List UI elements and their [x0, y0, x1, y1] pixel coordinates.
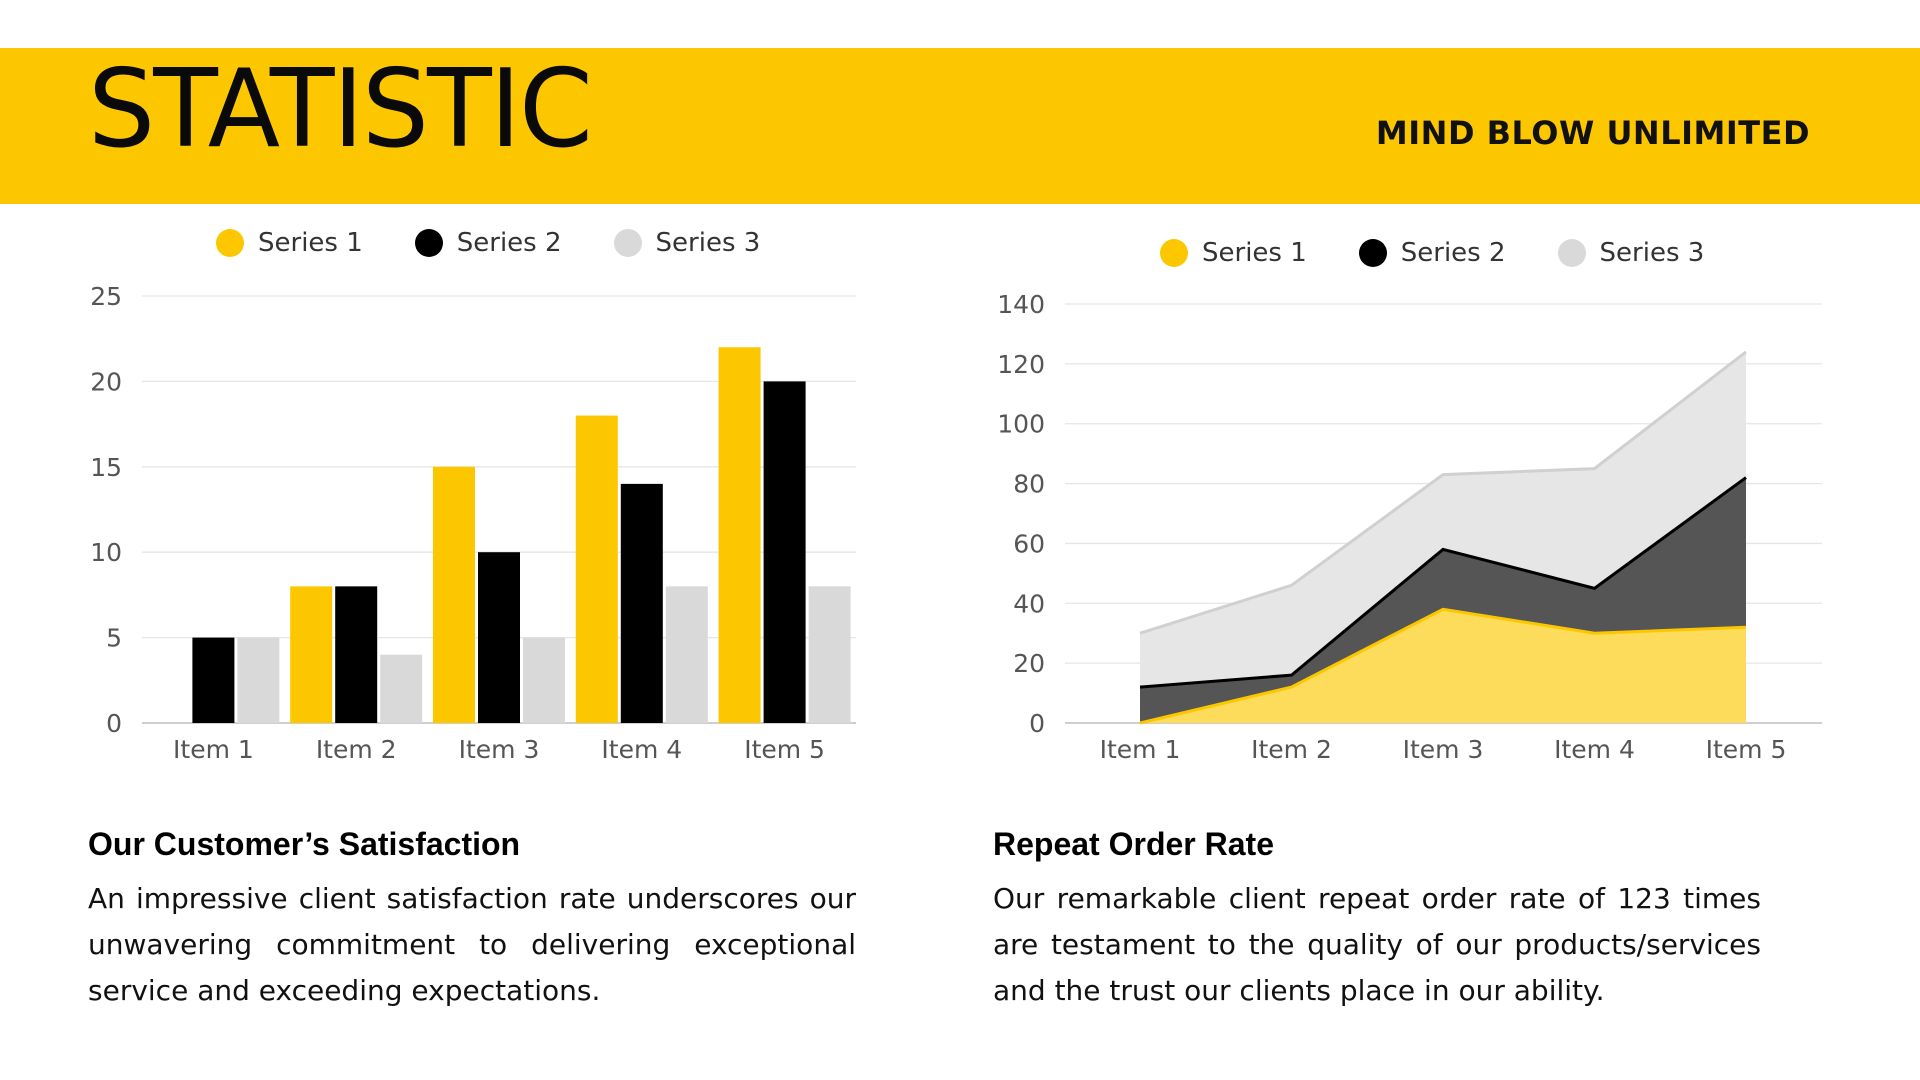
- bar-series2: [192, 637, 235, 723]
- x-tick-label: Item 3: [1403, 735, 1484, 764]
- y-tick-label: 120: [997, 350, 1045, 379]
- bar-chart-legend: Series 1 Series 2 Series 3: [216, 228, 812, 258]
- bar-series3: [380, 654, 423, 723]
- bar-chart-svg: 0 5 10 15 20 25 Item 1 Item 2 Item 3 Item 4 Item 5: [90, 282, 856, 764]
- x-tick-label: Item 5: [744, 735, 825, 764]
- y-tick-label: 15: [90, 453, 122, 482]
- legend-item-series1: Series 1: [1160, 238, 1307, 268]
- y-tick-label: 20: [90, 367, 122, 396]
- x-tick-label: Item 1: [173, 735, 254, 764]
- x-tick-label: Item 3: [459, 735, 540, 764]
- y-tick-label: 0: [1029, 709, 1045, 738]
- legend-item-series2: Series 2: [414, 228, 562, 258]
- x-tick-label: Item 4: [601, 735, 682, 764]
- bar-series2: [763, 381, 806, 723]
- y-tick-label: 40: [1013, 589, 1045, 618]
- legend-label-series3: Series 3: [655, 228, 761, 258]
- x-tick-label: Item 1: [1100, 735, 1181, 764]
- legend-dot-series3: [613, 229, 642, 257]
- legend-label-series3: Series 3: [1599, 238, 1705, 268]
- y-tick-label: 100: [997, 410, 1045, 439]
- area-line-series1: [1139, 607, 1747, 725]
- legend-dot-series3: [1557, 239, 1586, 267]
- legend-item-series1: Series 1: [216, 228, 363, 258]
- bar-series3: [523, 637, 565, 723]
- legend-dot-series2: [1358, 239, 1387, 267]
- bar-series1: [718, 347, 761, 723]
- x-tick-label: Item 4: [1554, 735, 1635, 764]
- y-tick-label: 20: [1013, 649, 1045, 678]
- bar-series2: [478, 552, 520, 723]
- area-chart-repeat-order: Series 1 Series 2 Series 3 0 20 40 60 80 100 1…: [970, 228, 1850, 778]
- x-tick-label: Item 2: [316, 735, 397, 764]
- area-series2: [1140, 477, 1746, 723]
- y-tick-label: 60: [1013, 529, 1045, 558]
- bar-series1: [433, 466, 475, 723]
- legend-dot-series1: [216, 229, 244, 257]
- page-title: STATISTIC: [88, 47, 593, 172]
- legend-label-series2: Series 2: [456, 228, 562, 258]
- area-series3: [1140, 351, 1746, 688]
- legend-dot-series1: [1160, 239, 1188, 267]
- legend-item-series3: Series 3: [1557, 238, 1705, 268]
- x-tick-label: Item 2: [1251, 735, 1332, 764]
- legend-label-series1: Series 1: [1202, 238, 1307, 268]
- section-body-repeat-order: Our remarkable client repeat order rate …: [993, 882, 1761, 1007]
- y-tick-label: 5: [106, 624, 122, 653]
- header-banner: [0, 48, 1920, 204]
- brand-name: MIND BLOW UNLIMITED: [1375, 114, 1810, 152]
- y-tick-label: 25: [90, 282, 122, 311]
- legend-label-series2: Series 2: [1400, 238, 1506, 268]
- bar-series2: [620, 483, 663, 723]
- area-chart-legend: Series 1 Series 2 Series 3: [1160, 238, 1756, 268]
- area-line-series3: [1139, 350, 1747, 635]
- legend-item-series3: Series 3: [613, 228, 761, 258]
- area-chart-svg: 0 20 40 60 80 100 120 140 Item 1 Item 2 Item 3 Item…: [997, 290, 1822, 764]
- section-title-satisfaction: Our Customer’s Satisfaction: [88, 826, 521, 862]
- y-tick-label: 10: [90, 538, 122, 567]
- section-title-repeat-order: Repeat Order Rate: [993, 826, 1274, 862]
- area-line-series2: [1139, 476, 1747, 689]
- y-tick-label: 0: [106, 709, 122, 738]
- bar-series3: [808, 586, 851, 723]
- section-body-satisfaction: An impressive client satisfaction rate u…: [88, 882, 856, 1007]
- bar-series1: [575, 415, 618, 723]
- x-tick-label: Item 5: [1706, 735, 1787, 764]
- legend-item-series2: Series 2: [1358, 238, 1506, 268]
- legend-dot-series2: [414, 229, 443, 257]
- y-tick-label: 80: [1013, 470, 1045, 499]
- legend-label-series1: Series 1: [258, 228, 363, 258]
- bar-series2: [335, 586, 378, 723]
- bar-series1: [290, 586, 333, 723]
- bar-chart-satisfaction: Series 1 Series 2 Series 3 0 5 10 15 20 25 Ite…: [70, 218, 870, 778]
- bar-series3: [665, 586, 708, 723]
- bar-series3: [237, 637, 280, 723]
- y-tick-label: 140: [997, 290, 1045, 319]
- area-series1: [1140, 609, 1746, 723]
